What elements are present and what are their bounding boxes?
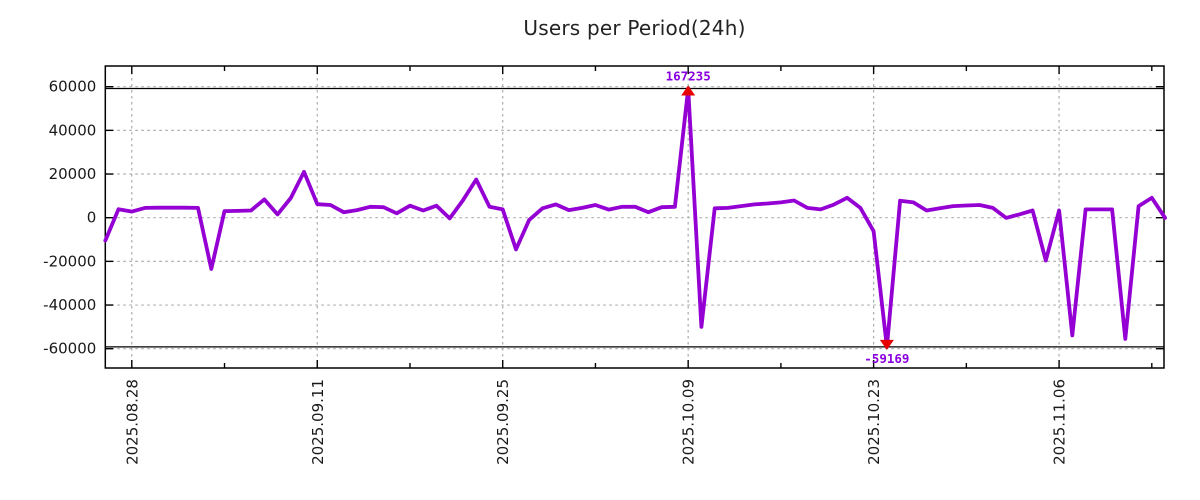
svg-text:2025.09.25: 2025.09.25 [494, 379, 512, 465]
max-annotation: 167235 [666, 69, 711, 84]
series-line [103, 86, 1167, 349]
svg-text:2025.10.23: 2025.10.23 [865, 379, 883, 465]
svg-text:2025.08.28: 2025.08.28 [123, 379, 141, 465]
max-marker-icon [681, 85, 696, 96]
svg-text:2025.10.09: 2025.10.09 [680, 379, 698, 465]
svg-text:40000: 40000 [49, 121, 97, 139]
svg-text:-20000: -20000 [43, 252, 96, 270]
minmax-lines [105, 87, 1164, 348]
min-marker-icon [879, 339, 894, 350]
svg-text:2025.09.11: 2025.09.11 [309, 379, 327, 465]
y-axis-labels: 60000 40000 20000 0 -20000 -40000 -60000 [43, 78, 96, 358]
svg-text:0: 0 [87, 209, 97, 227]
svg-text:-60000: -60000 [43, 340, 96, 358]
x-axis-labels: 2025.08.28 2025.09.11 2025.09.25 2025.10.09… [123, 379, 1068, 465]
svg-text:20000: 20000 [49, 165, 97, 183]
svg-text:-40000: -40000 [43, 296, 96, 314]
tick-marks [105, 66, 1164, 368]
min-annotation: -59169 [864, 351, 909, 366]
svg-text:2025.11.06: 2025.11.06 [1051, 379, 1069, 465]
svg-text:60000: 60000 [49, 78, 97, 96]
chart-title: Users per Period(24h) [523, 16, 746, 40]
